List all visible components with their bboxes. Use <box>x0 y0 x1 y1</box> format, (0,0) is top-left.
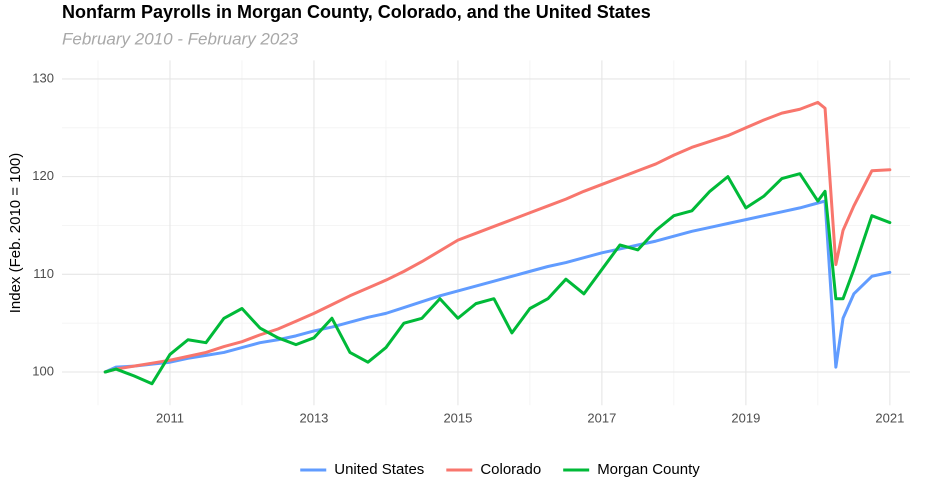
x-tick-label: 2011 <box>156 411 184 426</box>
chart-subtitle: February 2010 - February 2023 <box>62 29 299 48</box>
x-tick-label: 2017 <box>587 411 616 426</box>
x-tick-label: 2013 <box>299 411 328 426</box>
y-tick-label: 120 <box>32 168 54 183</box>
legend-label: United States <box>334 461 424 478</box>
x-tick-label: 2019 <box>731 411 760 426</box>
y-tick-label: 100 <box>32 363 54 378</box>
y-axis-title: Index (Feb. 2010 = 100) <box>7 153 24 314</box>
legend-label: Colorado <box>480 461 541 478</box>
x-tick-label: 2015 <box>443 411 472 426</box>
legend: United States Colorado Morgan County <box>300 461 700 478</box>
legend-label: Morgan County <box>597 461 700 478</box>
y-tick-label: 130 <box>32 70 54 85</box>
x-tick-label: 2021 <box>875 411 904 426</box>
series-line <box>103 100 892 374</box>
series-line <box>103 172 892 386</box>
y-tick-label: 110 <box>33 266 54 281</box>
series-line <box>103 199 892 374</box>
chart-title: Nonfarm Payrolls in Morgan County, Color… <box>62 2 651 22</box>
